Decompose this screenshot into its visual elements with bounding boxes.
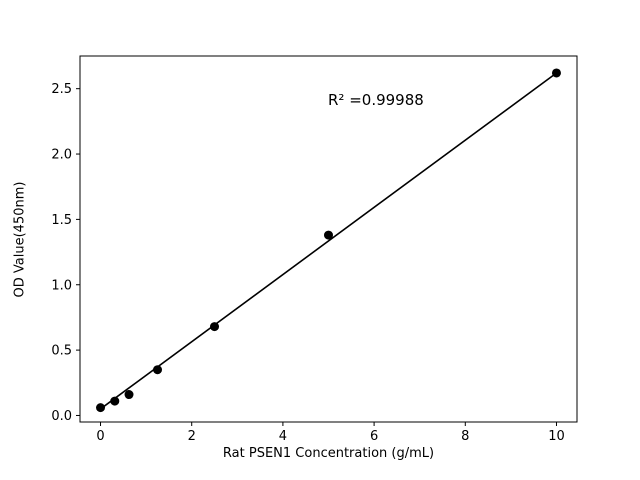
y-axis-label: OD Value(450nm) xyxy=(12,181,28,298)
x-tick-label: 2 xyxy=(188,429,196,444)
y-tick-label: 2.0 xyxy=(51,148,72,163)
data-point xyxy=(96,403,106,413)
y-tick-label: 1.5 xyxy=(51,213,72,228)
y-tick-label: 2.5 xyxy=(51,82,72,97)
x-axis-label: Rat PSEN1 Concentration (g/mL) xyxy=(222,446,435,461)
data-point xyxy=(551,68,561,78)
data-point xyxy=(110,396,120,406)
x-tick-label: 8 xyxy=(461,429,469,444)
data-point xyxy=(124,390,134,400)
data-point xyxy=(324,230,333,240)
y-tick-label: 1.0 xyxy=(51,278,72,293)
fit-line xyxy=(100,72,557,410)
y-tick-label: 0.0 xyxy=(51,409,72,424)
y-tick-label: 0.5 xyxy=(51,344,72,359)
x-tick-label: 4 xyxy=(279,429,287,444)
data-point xyxy=(210,322,220,332)
x-tick-label: 6 xyxy=(370,429,378,444)
x-tick-label: 10 xyxy=(548,429,565,444)
x-tick-label: 0 xyxy=(96,429,104,444)
r-squared-annotation: R² =0.99988 xyxy=(328,91,424,109)
data-point xyxy=(153,365,163,375)
axes-box xyxy=(79,55,578,423)
